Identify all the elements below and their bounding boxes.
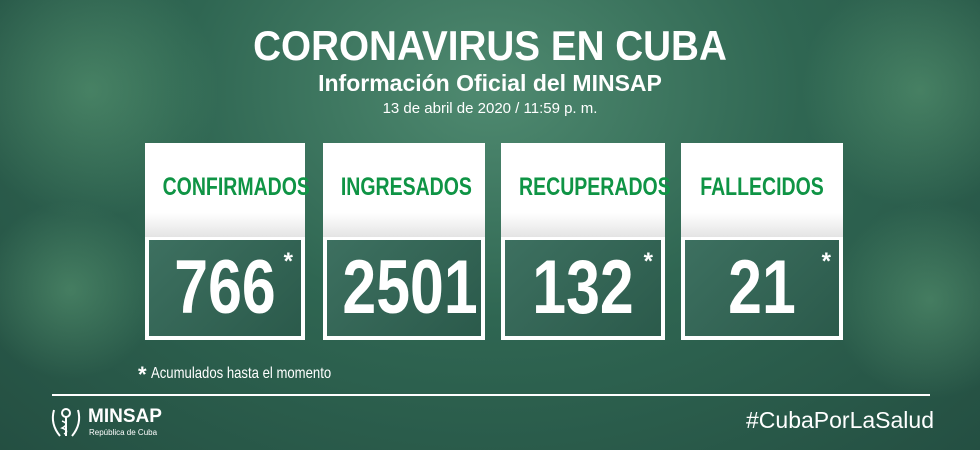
report-datetime: 13 de abril de 2020 / 11:59 p. m. xyxy=(382,100,598,117)
minsap-logo-icon xyxy=(51,408,81,437)
card-ingresados: INGRESADOS 2501 xyxy=(323,143,485,340)
card-confirmados: CONFIRMADOS 766 * xyxy=(145,143,310,340)
subtitle: Información Oficial del MINSAP xyxy=(318,70,662,96)
brand-subtitle: República de Cuba xyxy=(89,428,158,437)
asterisk-marker: * xyxy=(821,248,831,275)
minsap-brand: MINSAP xyxy=(88,406,162,427)
card-label: RECUPERADOS xyxy=(519,173,671,201)
card-fallecidos: FALLECIDOS 21 * xyxy=(681,143,843,340)
footnote: * Acumulados hasta el momento xyxy=(138,362,331,387)
virus-decoration xyxy=(830,200,980,400)
main-title: CORONAVIRUS EN CUBA xyxy=(253,22,727,69)
card-value: 21 xyxy=(728,245,796,330)
card-value: 132 xyxy=(532,245,634,330)
card-recuperados: RECUPERADOS 132 * xyxy=(501,143,671,340)
asterisk-marker: * xyxy=(283,248,293,275)
virus-decoration xyxy=(0,200,160,380)
hashtag: #CubaPorLaSalud xyxy=(746,407,934,433)
card-value: 766 xyxy=(174,245,276,330)
divider xyxy=(52,394,930,396)
card-label: CONFIRMADOS xyxy=(162,173,310,201)
asterisk-marker: * xyxy=(643,248,653,275)
card-value: 2501 xyxy=(342,245,478,330)
card-label: FALLECIDOS xyxy=(700,173,824,201)
card-label: INGRESADOS xyxy=(340,173,472,201)
